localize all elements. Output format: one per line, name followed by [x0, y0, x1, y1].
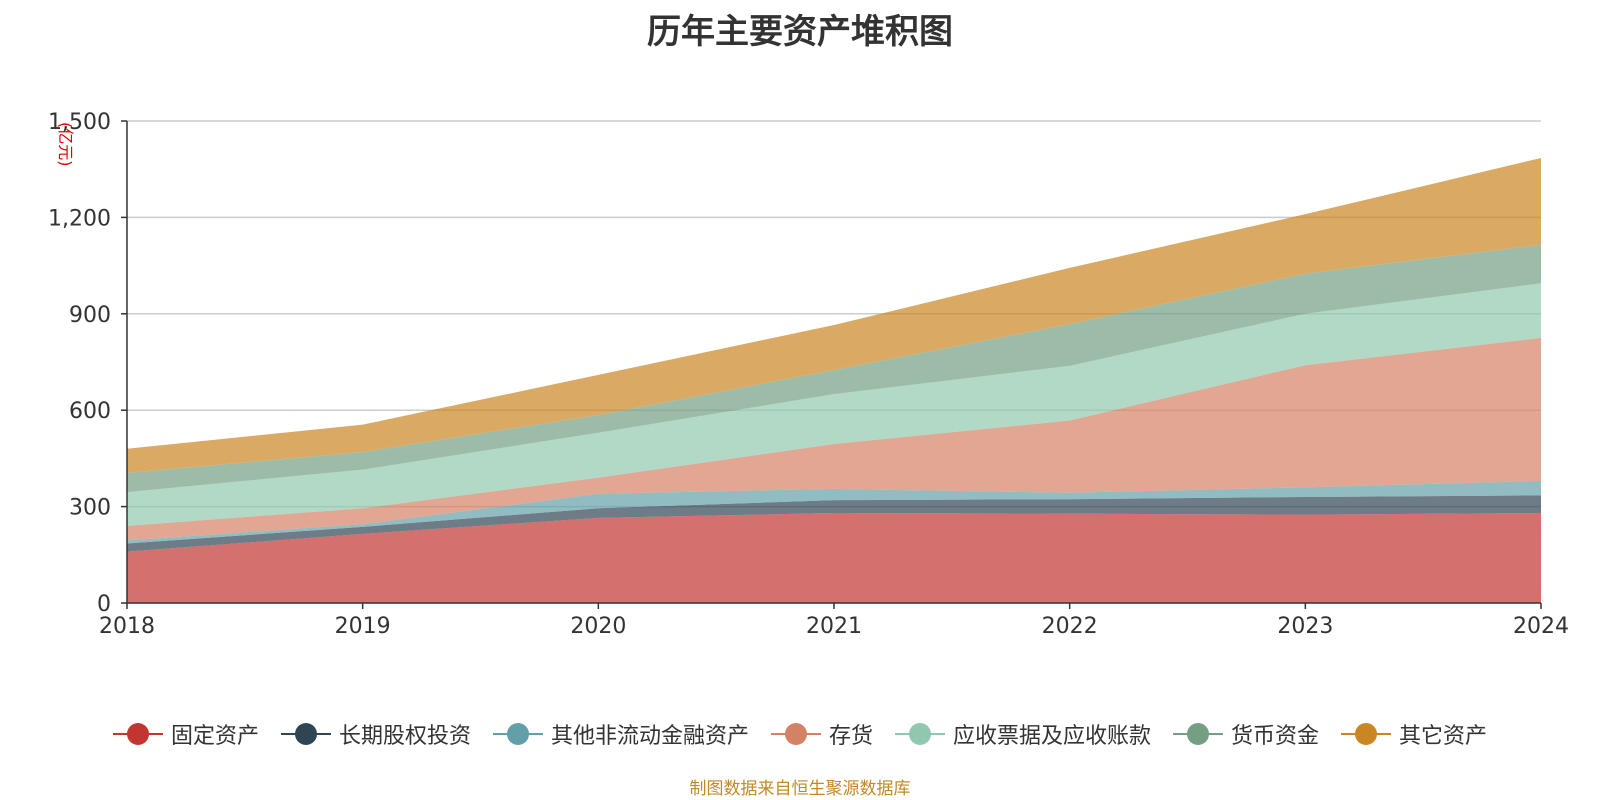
- legend-marker-icon: [492, 721, 543, 747]
- legend-label: 应收票据及应收账款: [953, 724, 1152, 749]
- legend-item-2[interactable]: 长期股权投资: [280, 718, 471, 750]
- legend-item-5[interactable]: 应收票据及应收账款: [895, 718, 1151, 750]
- x-tick-label: 2023: [1277, 614, 1333, 639]
- legend-marker-icon: [1173, 721, 1224, 747]
- y-tick-label: 1,200: [48, 206, 111, 231]
- legend-item-4[interactable]: 存货: [770, 718, 873, 750]
- legend-label: 存货: [828, 724, 873, 749]
- area-series-6: [127, 244, 1541, 493]
- y-tick-label: 300: [69, 496, 111, 521]
- x-tick-label: 2022: [1042, 614, 1098, 639]
- legend-marker-icon: [895, 721, 945, 747]
- legend-label: 固定资产: [170, 724, 259, 749]
- y-tick-label: 600: [69, 399, 111, 424]
- chart-legend: 固定资产 长期股权投资 其他非流动金融资产 存货 应收票据及应收账款 货币资金 其它资产: [0, 718, 1600, 750]
- legend-marker-icon: [1341, 721, 1392, 747]
- legend-item-7[interactable]: 其它资产: [1341, 718, 1487, 750]
- legend-label: 其它资产: [1399, 724, 1488, 749]
- chart-title: 历年主要资产堆积图: [647, 12, 953, 52]
- area-series-1: [127, 513, 1541, 603]
- legend-item-3[interactable]: 其他非流动金融资产: [492, 718, 749, 750]
- x-tick-label: 2019: [335, 614, 391, 639]
- legend-label: 长期股权投资: [338, 724, 471, 749]
- source-note: 制图数据来自恒生聚源数据库: [689, 779, 911, 799]
- legend-marker-icon: [280, 721, 331, 747]
- area-series-7: [127, 157, 1541, 473]
- y-tick-label: 0: [97, 592, 111, 617]
- y-tick-label: 1,500: [48, 110, 111, 135]
- area-series-2: [127, 495, 1541, 552]
- stacked-area-chart: 0 300 600 900 1,200 1,500 2018 2019 2020 2021 2022…: [48, 110, 1569, 639]
- area-series-3: [127, 480, 1541, 544]
- legend-marker-icon: [112, 721, 163, 747]
- area-series-5: [127, 283, 1541, 526]
- x-tick-label: 2018: [99, 614, 155, 639]
- x-tick-label: 2020: [570, 614, 626, 639]
- y-unit-label: (亿元): [56, 122, 75, 167]
- x-tick-label: 2024: [1513, 614, 1569, 639]
- legend-marker-icon: [770, 721, 821, 747]
- legend-label: 其他非流动金融资产: [550, 724, 749, 749]
- x-tick-label: 2021: [806, 614, 862, 639]
- area-series-4: [127, 337, 1541, 541]
- legend-item-1[interactable]: 固定资产: [112, 718, 259, 750]
- legend-item-6[interactable]: 货币资金: [1173, 718, 1319, 750]
- y-tick-label: 900: [69, 303, 111, 328]
- legend-label: 货币资金: [1231, 724, 1320, 749]
